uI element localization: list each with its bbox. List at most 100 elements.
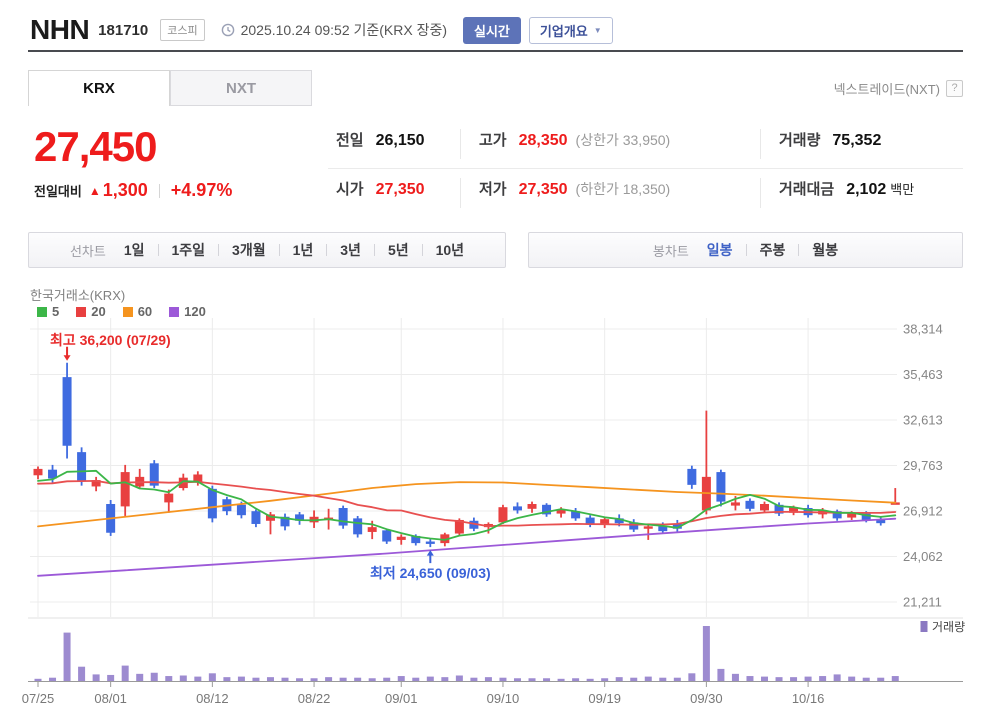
ma-swatch-icon: [122, 306, 133, 317]
stats-divider: [328, 168, 963, 169]
change-divider: [158, 183, 160, 198]
ma5-line: [37, 469, 897, 541]
stock-name: NHN: [30, 14, 90, 45]
stat-label: 고가: [479, 132, 507, 149]
clock-icon: [221, 23, 235, 37]
x-axis: 07/25 08/01 08/12 08/22 09/01 09/10 09/19 09/30…: [22, 681, 963, 706]
low-annotation: 최저 24,650 (09/03): [370, 565, 491, 581]
toolbar-divider: [373, 244, 375, 256]
toolbar-period-6[interactable]: 10년: [435, 242, 465, 258]
stat-prev-close: 전일 26,150: [328, 129, 460, 159]
exchange-label: 한국거래소(KRX): [30, 288, 126, 303]
stat-value: 28,350: [518, 132, 568, 149]
ma-legend: 5 20 60 120: [37, 304, 206, 319]
x-tick-label: 08/01: [94, 691, 127, 706]
chevron-down-icon: ▼: [593, 25, 602, 35]
toolbar-candle-period-2[interactable]: 월봉: [812, 242, 839, 258]
stat-label: 거래대금: [779, 181, 835, 198]
candle-chart-label: 봉차트: [652, 243, 689, 259]
toolbar-period-5[interactable]: 5년: [387, 242, 409, 258]
current-price: 27,450: [34, 123, 157, 170]
ma120-line: [37, 517, 897, 577]
toolbar-period-3[interactable]: 1년: [292, 242, 314, 258]
volume-legend-label: 거래량: [932, 620, 965, 634]
realtime-button[interactable]: 실시간: [463, 16, 521, 44]
chart-area: 한국거래소(KRX) 5 20 60 120 07/25 08/01 08/12 08/22…: [0, 283, 991, 717]
stat-label: 저가: [479, 181, 507, 198]
ma-period-label: 120: [184, 304, 206, 319]
exchange-tabs: KRX NXT 넥스트레이드(NXT) ?: [28, 70, 963, 106]
x-tick-label: 07/25: [22, 691, 55, 706]
period-buttons: 1일 1주일 3개월 1년 3년 5년 10년: [124, 240, 464, 260]
line-chart-label: 선차트: [69, 243, 106, 259]
stat-label: 거래량: [779, 132, 821, 149]
y-axis-labels: 38,314 35,463 32,613 29,763 26,912 24,062 21,2…: [903, 322, 943, 610]
stat-value: 27,350: [518, 181, 568, 198]
volume-bars: [34, 626, 899, 681]
x-tick-label: 09/30: [690, 691, 723, 706]
x-tick-label: 08/12: [196, 691, 229, 706]
company-overview-button[interactable]: 기업개요 ▼: [528, 16, 613, 44]
change-percent: +4.97%: [170, 180, 233, 200]
x-tick-label: 09/10: [487, 691, 520, 706]
stat-extra: (하한가 18,350): [575, 181, 671, 197]
y-tick-label: 29,763: [903, 458, 943, 473]
quote-timestamp: 2025.10.24 09:52 기준(KRX 장중): [240, 22, 448, 38]
annotations: 최고 36,200 (07/29) 최저 24,650 (09/03): [50, 332, 491, 581]
market-badge: 코스피: [160, 19, 205, 41]
y-tick-label: 38,314: [903, 322, 943, 337]
ma-legend-120: 120: [169, 304, 206, 319]
stat-value: 27,350: [375, 181, 425, 198]
stat-label: 전일: [336, 132, 364, 149]
toolbar-period-1[interactable]: 1주일: [171, 242, 206, 258]
x-tick-label: 10/16: [792, 691, 825, 706]
stats-row-1: 전일 26,150 고가 28,350 (상한가 33,950) 거래량 75,…: [328, 122, 963, 166]
stats-table: 전일 26,150 고가 28,350 (상한가 33,950) 거래량 75,…: [328, 112, 963, 224]
nxt-info: 넥스트레이드(NXT) ?: [834, 79, 963, 98]
chart-toolbar: 선차트 1일 1주일 3개월 1년 3년 5년 10년 봉차트 일봉 주봉 월봉: [28, 232, 963, 268]
nxt-info-label: 넥스트레이드(NXT): [833, 81, 940, 97]
toolbar-period-0[interactable]: 1일: [123, 242, 145, 258]
stat-value: 26,150: [375, 132, 425, 149]
toolbar-divider: [421, 244, 423, 256]
stat-volume: 거래량 75,352: [760, 129, 899, 159]
price-block: 27,450 전일대비 ▲ 1,300 +4.97%: [28, 112, 328, 224]
toolbar-divider: [157, 244, 159, 256]
page-header: NHN 181710 코스피 2025.10.24 09:52 기준(KRX 장…: [0, 0, 991, 46]
candle-period-buttons: 일봉 주봉 월봉: [707, 240, 838, 260]
change-label: 전일대비: [34, 184, 82, 199]
ma60-line: [37, 481, 897, 528]
grid-lines: [28, 318, 963, 619]
stat-label: 시가: [336, 181, 364, 198]
stats-row-2: 시가 27,350 저가 27,350 (하한가 18,350) 거래대금 2,…: [328, 171, 963, 215]
x-tick-label: 08/22: [298, 691, 331, 706]
tab-krx[interactable]: KRX: [28, 70, 170, 106]
toolbar-divider: [218, 244, 220, 256]
quote-summary: 27,450 전일대비 ▲ 1,300 +4.97% 전일 26,150 고가 …: [28, 112, 963, 224]
candlesticks: [33, 362, 900, 548]
up-arrow-icon: ▲: [88, 183, 101, 198]
stat-high: 고가 28,350 (상한가 33,950): [460, 129, 760, 159]
help-icon[interactable]: ?: [946, 79, 963, 97]
ma20-line: [37, 479, 897, 528]
toolbar-divider: [326, 244, 328, 256]
y-tick-label: 24,062: [903, 549, 943, 564]
toolbar-divider: [798, 244, 800, 256]
ma-legend-60: 60: [122, 304, 152, 319]
stat-trading-value: 거래대금 2,102 백만: [760, 178, 932, 208]
toolbar-divider: [278, 244, 280, 256]
y-tick-label: 26,912: [903, 504, 943, 519]
tab-nxt[interactable]: NXT: [170, 70, 312, 106]
toolbar-period-2[interactable]: 3개월: [232, 242, 266, 258]
stock-chart: 07/25 08/01 08/12 08/22 09/01 09/10 09/19 09/30…: [22, 318, 965, 706]
stat-open: 시가 27,350: [328, 178, 460, 208]
y-tick-label: 35,463: [903, 367, 943, 382]
ma-swatch-icon: [37, 306, 47, 317]
company-overview-label: 기업개요: [539, 23, 588, 39]
toolbar-candle-period-0[interactable]: 일봉: [706, 242, 733, 258]
toolbar-period-4[interactable]: 3년: [340, 242, 361, 258]
x-tick-label: 09/19: [588, 691, 621, 706]
toolbar-candle-period-1[interactable]: 주봉: [759, 242, 786, 258]
stat-unit: 백만: [890, 182, 915, 197]
line-chart-periods: 선차트 1일 1주일 3개월 1년 3년 5년 10년: [28, 232, 506, 268]
